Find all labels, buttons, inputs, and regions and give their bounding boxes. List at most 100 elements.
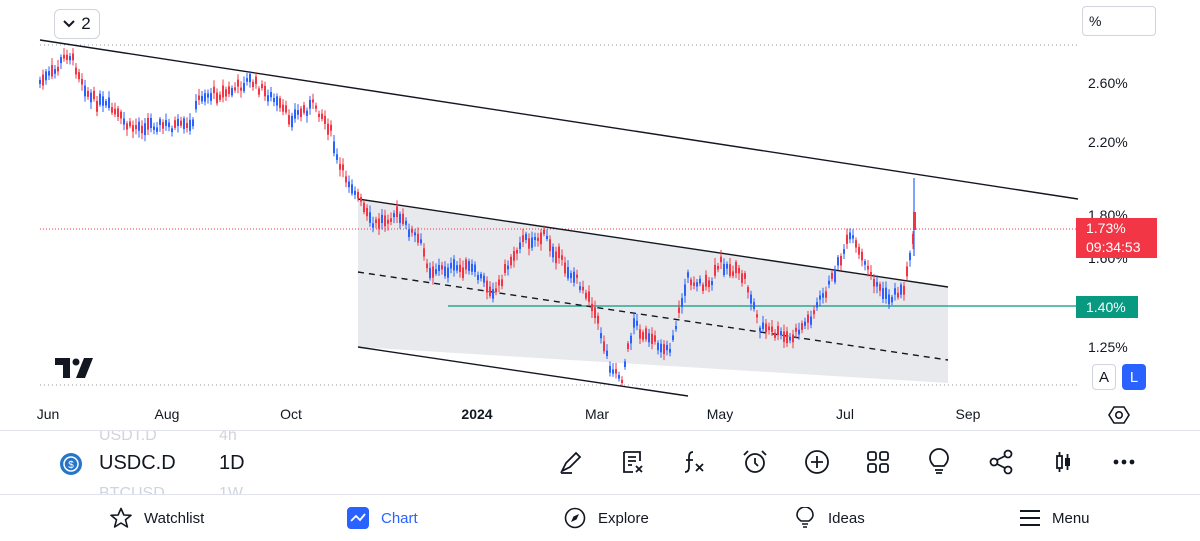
auto-scale-button[interactable]: A [1092,364,1116,390]
candle-body [903,285,905,295]
add-icon[interactable] [802,447,832,477]
candle-body [474,264,476,272]
log-scale-button[interactable]: L [1122,364,1146,390]
candle-body [354,190,356,195]
candle-body [660,343,662,353]
candle-body [738,267,740,274]
candle-body [594,307,596,318]
bar-countdown: 09:34:53 [1086,239,1141,255]
candle-body [612,369,614,374]
candle-body [240,87,242,91]
compass-icon [564,507,586,529]
candle-body [96,100,98,112]
candle-body [522,235,524,242]
candle-body [219,94,221,100]
percent-scale-toggle[interactable]: % [1082,6,1156,36]
candle-body [684,284,686,296]
percent-label: % [1089,13,1102,29]
candle-body [339,163,341,170]
nav-chart[interactable]: Chart [347,495,418,541]
candle-body [48,71,50,76]
price-chart[interactable] [0,0,1080,430]
brush-icon[interactable] [556,447,586,477]
candle-body [879,284,881,291]
object-tree-icon[interactable] [618,447,648,477]
candle-body [186,122,188,129]
candle-body [816,302,818,308]
chart-settings-icon[interactable] [1108,404,1130,431]
candle-body [135,125,137,130]
candle-body [516,249,518,254]
candle-body [54,69,56,74]
nav-explore[interactable]: Explore [564,495,649,541]
candle-body [192,119,194,127]
nav-explore-label: Explore [598,509,649,527]
candle-body [873,278,875,287]
candle-body [372,223,374,228]
share-icon[interactable] [986,447,1016,477]
candle-body [774,332,776,338]
candle-body [744,273,746,279]
candle-body [216,92,218,104]
candle-body [690,279,692,286]
candle-body [858,247,860,255]
upper-trend-line[interactable] [39,39,1079,200]
channel-lower-line[interactable] [357,346,689,397]
chevron-down-icon [63,20,75,28]
chart-area[interactable]: 2 % 2.60% 2.20% 1.80% 1.60% 1.25% 1.73% … [0,0,1200,430]
nav-watchlist[interactable]: Watchlist [110,495,204,541]
candle-body [792,334,794,343]
channel-middle-line[interactable] [357,271,949,361]
nav-menu[interactable]: Menu [1020,495,1090,541]
candle-body [708,280,710,288]
candle-body [117,108,119,117]
candle-body [756,314,758,318]
ghost-interval: 4h [219,430,237,444]
alarm-icon[interactable] [740,447,770,477]
candle-body [906,266,908,277]
nav-ideas[interactable]: Ideas [794,495,865,541]
candle-body [321,113,323,119]
candle-body [159,119,161,125]
candle-body [591,303,593,312]
candle-body [444,266,446,277]
candle-body [141,125,143,134]
layouts-icon[interactable] [863,447,893,477]
candle-body [471,263,473,272]
candle-body [57,66,59,72]
nav-chart-label: Chart [381,509,418,527]
candle-body [333,141,335,154]
price-axis-label: 2.20% [1088,134,1128,150]
candle-body [441,265,443,270]
candle-body [144,123,146,136]
candle-body [180,120,182,126]
candle-body [306,110,308,116]
bottom-nav: Watchlist Chart Explore Ideas Menu [0,494,1200,541]
symbol-interval[interactable]: 1D [219,452,245,474]
candle-body [720,256,722,263]
candle-body [78,72,80,80]
candle-body [546,235,548,239]
bulb-icon[interactable] [924,447,954,477]
channel-upper-line[interactable] [357,198,949,288]
candle-body [855,240,857,248]
candle-body [81,79,83,85]
candle-body [288,115,290,125]
candle-body [243,83,245,92]
candle-body [63,54,65,59]
candle-body [462,267,464,278]
candle-body [312,99,314,103]
candle-body [402,213,404,225]
candle-body [663,344,665,355]
interval-selector[interactable]: 2 [54,9,100,39]
candle-body [39,79,41,84]
more-icon[interactable] [1109,447,1139,477]
candle-body [210,93,212,101]
symbol-name[interactable]: USDC.D [99,452,176,474]
indicators-icon[interactable] [679,447,709,477]
time-axis-label: Aug [154,406,180,422]
candles-icon[interactable] [1048,447,1078,477]
candle-body [93,90,95,100]
candle-body [204,93,206,102]
candle-body [786,331,788,344]
